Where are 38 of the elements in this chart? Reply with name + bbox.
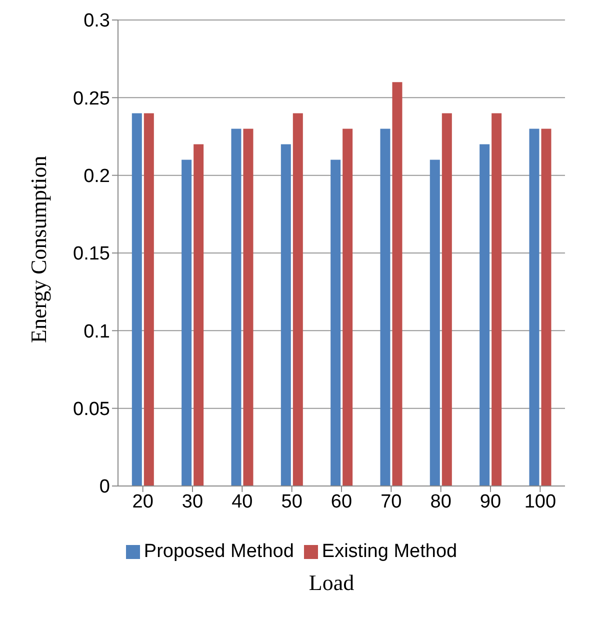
bar	[132, 113, 142, 486]
bar	[182, 160, 192, 486]
x-axis-title: Load	[308, 570, 356, 596]
bar	[529, 128, 540, 486]
x-tick-label: 70	[380, 491, 402, 512]
x-tick-label: 80	[430, 491, 452, 512]
legend-label: Existing Method	[322, 541, 458, 562]
bar	[430, 160, 440, 486]
bar	[541, 128, 552, 486]
y-tick-label: 0.3	[84, 10, 110, 32]
x-tick-label: 40	[232, 491, 253, 512]
bar	[342, 128, 353, 486]
y-tick-label: 0.05	[73, 399, 110, 420]
bar	[194, 144, 204, 486]
y-tick-label: 0.15	[73, 244, 110, 265]
bar	[392, 82, 402, 486]
legend-label: Proposed Method	[144, 541, 294, 562]
y-tick-label: 0.1	[84, 321, 110, 342]
x-tick-label: 30	[182, 491, 204, 512]
y-tick-label: 0.25	[73, 88, 110, 110]
bar	[442, 113, 452, 486]
y-axis-title: Energy Consumption	[26, 156, 51, 343]
bar	[492, 113, 502, 486]
bar	[480, 144, 490, 486]
bar	[280, 144, 291, 486]
x-tick-label: 50	[281, 491, 302, 512]
bar	[144, 113, 154, 486]
bar	[243, 128, 254, 486]
x-tick-label: 20	[132, 491, 154, 512]
bar	[292, 113, 303, 486]
bar	[231, 128, 242, 486]
y-tick-label: 0	[99, 476, 110, 498]
x-tick-label: 90	[480, 491, 502, 512]
bar	[380, 128, 390, 486]
x-tick-label: 100	[524, 491, 556, 512]
y-tick-label: 0.2	[84, 166, 110, 188]
x-tick-label: 60	[330, 491, 352, 512]
bar	[330, 160, 341, 486]
